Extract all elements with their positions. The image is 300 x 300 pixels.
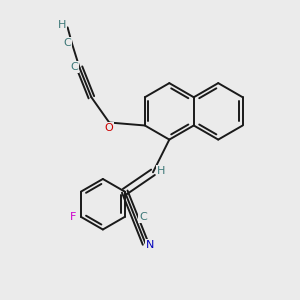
Text: F: F xyxy=(70,212,76,222)
Text: H: H xyxy=(157,166,166,176)
Text: C: C xyxy=(71,61,79,72)
Text: O: O xyxy=(105,123,114,133)
Text: C: C xyxy=(63,38,71,48)
Text: N: N xyxy=(146,240,154,250)
Text: H: H xyxy=(58,20,66,30)
Text: C: C xyxy=(139,212,147,222)
